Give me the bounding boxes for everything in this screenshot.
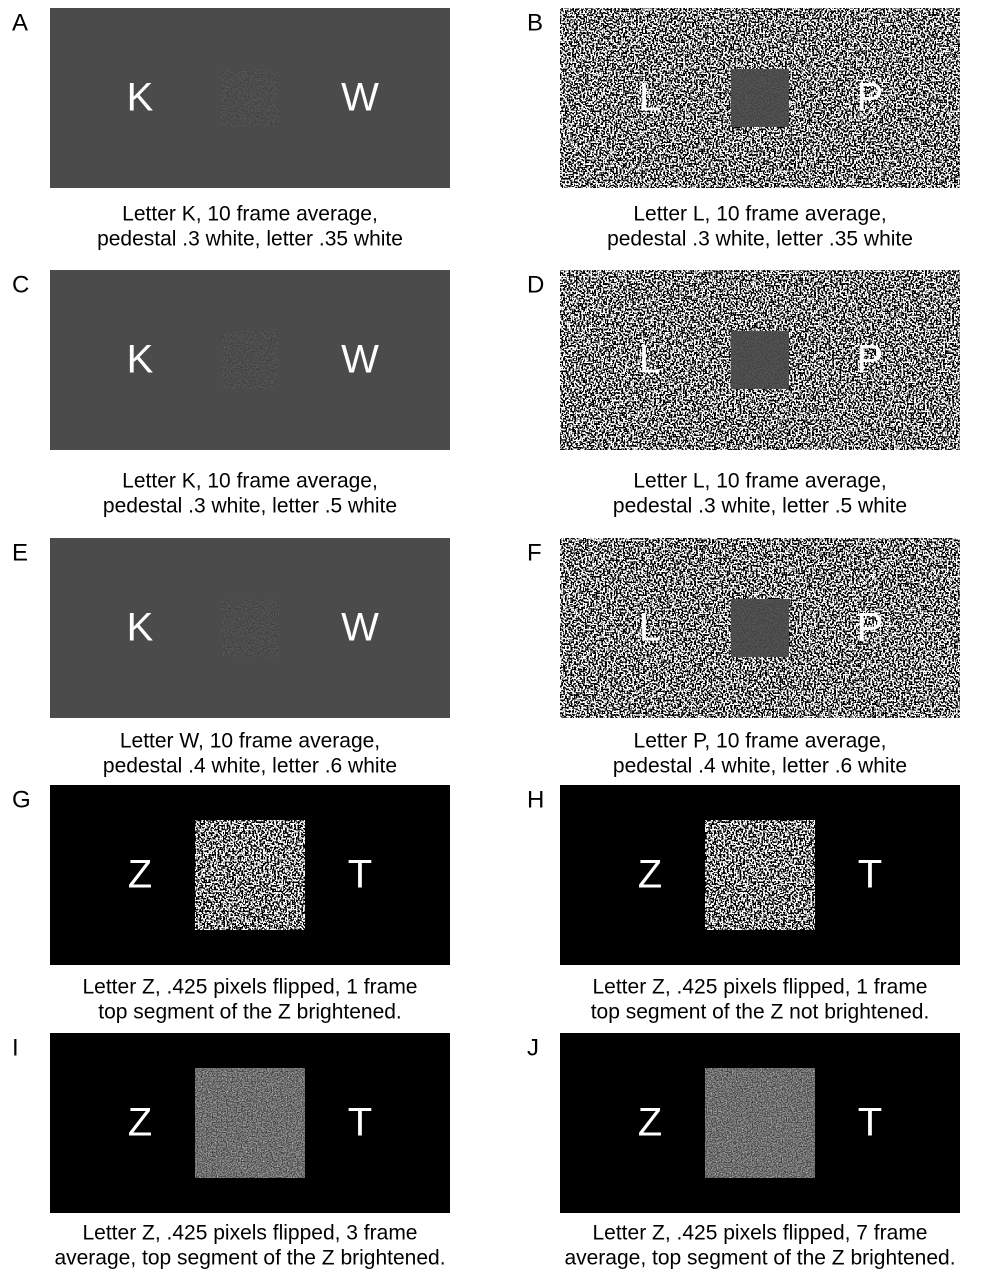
stimulus-patch bbox=[731, 331, 789, 389]
panel-label: F bbox=[527, 539, 542, 566]
left-letter: Z bbox=[128, 853, 152, 897]
caption-line: average, top segment of the Z brightened… bbox=[54, 1247, 445, 1270]
right-letter: T bbox=[348, 853, 372, 897]
right-letter: T bbox=[348, 1101, 372, 1145]
caption-line: pedestal .4 white, letter .6 white bbox=[613, 755, 907, 778]
caption-line: Letter Z, .425 pixels flipped, 1 frame bbox=[82, 976, 417, 999]
caption-line: Letter Z, .425 pixels flipped, 1 frame bbox=[592, 976, 927, 999]
panel-label: I bbox=[12, 1034, 19, 1061]
stimulus-patch bbox=[731, 69, 789, 127]
caption-line: Letter W, 10 frame average, bbox=[120, 730, 380, 753]
right-letter: W bbox=[341, 76, 379, 120]
left-letter: K bbox=[127, 606, 154, 650]
caption-line: Letter K, 10 frame average, bbox=[122, 203, 378, 226]
left-letter: K bbox=[127, 338, 154, 382]
left-letter: Z bbox=[128, 1101, 152, 1145]
panel-label: E bbox=[12, 539, 28, 566]
caption-line: Letter P, 10 frame average, bbox=[634, 730, 887, 753]
stimulus-patch bbox=[195, 820, 305, 930]
panel-label: C bbox=[12, 271, 29, 298]
right-letter: P bbox=[857, 338, 884, 382]
stimulus-patch bbox=[705, 1068, 815, 1178]
left-letter: L bbox=[639, 606, 661, 650]
right-letter: P bbox=[857, 606, 884, 650]
caption-line: top segment of the Z brightened. bbox=[98, 1001, 402, 1024]
panel-label: B bbox=[527, 9, 543, 36]
left-letter: L bbox=[639, 338, 661, 382]
panel-label: J bbox=[527, 1034, 539, 1061]
caption-line: Letter L, 10 frame average, bbox=[633, 470, 886, 493]
panel-label: H bbox=[527, 786, 544, 813]
left-letter: L bbox=[639, 76, 661, 120]
panel-label: G bbox=[12, 786, 31, 813]
stimulus-patch bbox=[221, 599, 279, 657]
caption-line: Letter K, 10 frame average, bbox=[122, 470, 378, 493]
caption-line: Letter Z, .425 pixels flipped, 7 frame bbox=[592, 1222, 927, 1245]
caption-line: Letter L, 10 frame average, bbox=[633, 203, 886, 226]
caption-line: pedestal .4 white, letter .6 white bbox=[103, 755, 397, 778]
caption-line: pedestal .3 white, letter .5 white bbox=[103, 495, 397, 518]
panel-label: D bbox=[527, 271, 544, 298]
right-letter: W bbox=[341, 606, 379, 650]
stimulus-patch bbox=[221, 69, 279, 127]
right-letter: T bbox=[858, 1101, 882, 1145]
right-letter: T bbox=[858, 853, 882, 897]
left-letter: Z bbox=[638, 853, 662, 897]
caption-line: top segment of the Z not brightened. bbox=[591, 1001, 930, 1024]
stimulus-patch bbox=[731, 599, 789, 657]
caption-line: pedestal .3 white, letter .5 white bbox=[613, 495, 907, 518]
caption-line: pedestal .3 white, letter .35 white bbox=[97, 228, 403, 251]
stimulus-patch bbox=[195, 1068, 305, 1178]
right-letter: W bbox=[341, 338, 379, 382]
caption-line: pedestal .3 white, letter .35 white bbox=[607, 228, 913, 251]
caption-line: Letter Z, .425 pixels flipped, 3 frame bbox=[82, 1222, 417, 1245]
stimulus-patch bbox=[705, 820, 815, 930]
panel-label: A bbox=[12, 9, 28, 36]
stimulus-patch bbox=[221, 331, 279, 389]
caption-line: average, top segment of the Z brightened… bbox=[564, 1247, 955, 1270]
left-letter: K bbox=[127, 76, 154, 120]
page: AKWLetter K, 10 frame average,pedestal .… bbox=[0, 0, 1001, 1277]
right-letter: P bbox=[857, 76, 884, 120]
figure: AKWLetter K, 10 frame average,pedestal .… bbox=[0, 0, 1001, 1277]
left-letter: Z bbox=[638, 1101, 662, 1145]
